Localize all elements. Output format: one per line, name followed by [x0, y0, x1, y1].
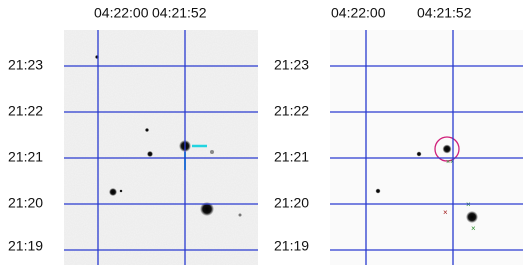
y-coordinate-label: 21:19 [274, 238, 309, 254]
x-coordinate-label: 04:22:00 [331, 5, 386, 21]
screenshot: ×× × × × 04:22:0004:21:5221:2321:2221:21… [0, 0, 523, 265]
y-coordinate-label: 21:21 [274, 149, 309, 165]
image-left [64, 30, 258, 265]
x-coordinate-label: 04:22:00 [94, 5, 149, 21]
y-coordinate-label: 21:19 [8, 238, 43, 254]
y-coordinate-label: 21:21 [8, 149, 43, 165]
y-coordinate-label: 21:20 [274, 195, 309, 211]
y-coordinate-label: 21:23 [274, 57, 309, 73]
svg-text:×: × [443, 208, 448, 217]
y-coordinate-label: 21:22 [8, 103, 43, 119]
svg-text:×: × [471, 224, 476, 233]
image-right: ×× × × × [330, 30, 523, 265]
y-coordinate-label: 21:20 [8, 195, 43, 211]
y-coordinate-label: 21:23 [8, 57, 43, 73]
x-coordinate-label: 04:21:52 [152, 5, 207, 21]
x-coordinate-label: 04:21:52 [417, 5, 472, 21]
y-coordinate-label: 21:22 [274, 103, 309, 119]
